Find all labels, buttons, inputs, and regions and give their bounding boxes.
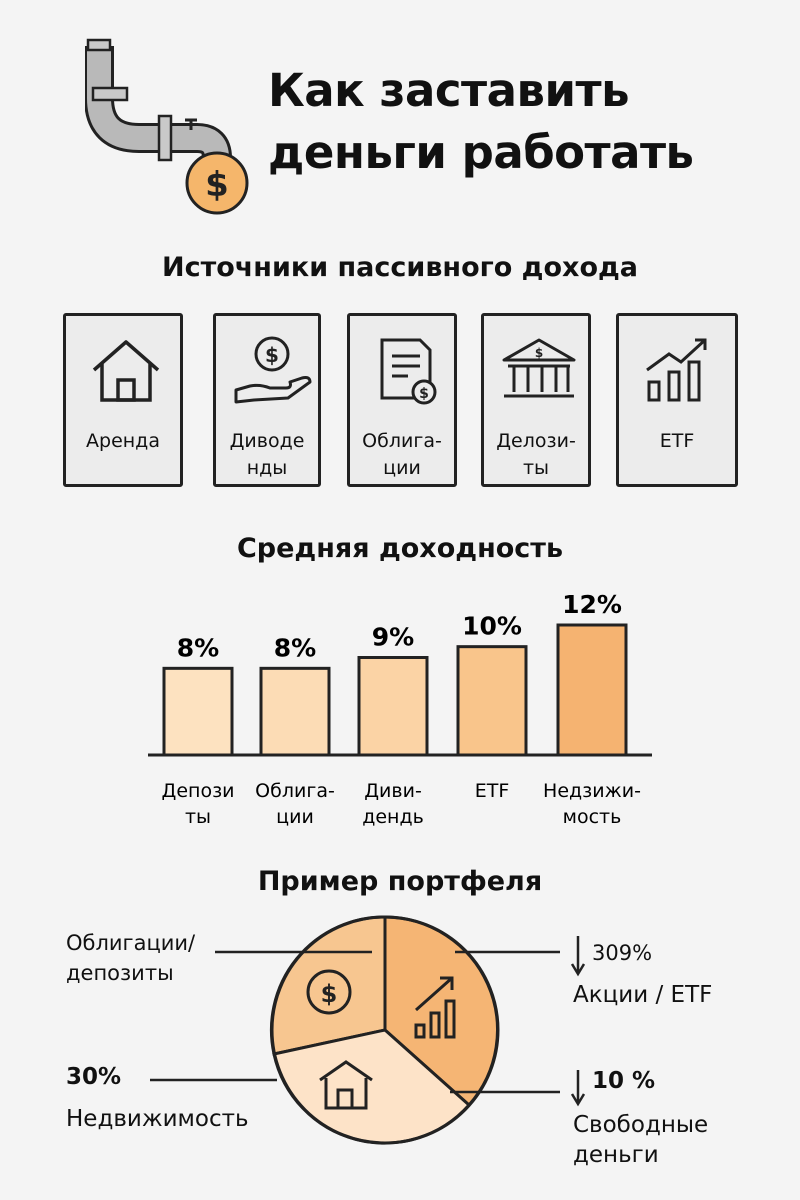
chart-title: Средняя доходность bbox=[236, 533, 564, 564]
category-label: Недзижи- bbox=[543, 780, 641, 802]
hand-coin-icon: $ bbox=[234, 336, 312, 404]
category-label: Облига- bbox=[255, 780, 335, 802]
category-label: Депози bbox=[161, 780, 234, 802]
bar-value-label: 12% bbox=[562, 590, 622, 619]
title-line-1: Как заставить bbox=[268, 64, 630, 117]
source-label: Делози- ты bbox=[496, 430, 576, 479]
bar-value-label: 8% bbox=[177, 633, 219, 662]
svg-text:$: $ bbox=[205, 165, 229, 205]
chart-bar bbox=[556, 623, 628, 757]
source-card-deposits: $ Делози- ты bbox=[481, 313, 591, 487]
source-card-rent: Аренда bbox=[63, 313, 183, 487]
source-label: Диводе нды bbox=[229, 430, 305, 479]
chart-bar bbox=[162, 666, 234, 757]
source-card-dividends: $ Диводе нды bbox=[213, 313, 321, 487]
source-card-bonds: $ Облига- ции bbox=[347, 313, 457, 487]
dollar-coin-icon: $ bbox=[306, 969, 352, 1015]
source-label: ETF bbox=[659, 430, 695, 452]
stocks-pct: 309% bbox=[592, 941, 653, 965]
realestate-label: Недвижимость bbox=[66, 1106, 249, 1132]
svg-text:$: $ bbox=[419, 386, 429, 402]
bank-icon: $ bbox=[502, 338, 576, 398]
growth-chart-icon bbox=[414, 976, 456, 1039]
category-label: ETF bbox=[475, 780, 510, 802]
bar-value-label: 9% bbox=[372, 623, 414, 652]
house-icon bbox=[319, 1060, 373, 1110]
svg-text:$: $ bbox=[535, 346, 543, 360]
cash-label: Свободные деньги bbox=[573, 1112, 709, 1168]
svg-text:$: $ bbox=[265, 343, 279, 367]
pipe-coin-icon: $ bbox=[85, 38, 249, 215]
cash-pct: 10 % bbox=[592, 1068, 656, 1094]
category-label: дендь bbox=[362, 806, 424, 828]
growth-chart-icon bbox=[646, 338, 707, 402]
stocks-label: Акции / ETF bbox=[573, 982, 713, 1008]
house-icon bbox=[92, 340, 160, 402]
sources-title: Источники пассивного дохода bbox=[161, 252, 639, 283]
bar-value-label: 8% bbox=[274, 633, 316, 662]
source-label: Аренда bbox=[86, 430, 160, 452]
category-label: мость bbox=[563, 806, 622, 828]
realestate-pct: 30% bbox=[66, 1064, 122, 1090]
portfolio-title: Пример портфеля bbox=[257, 866, 543, 897]
portfolio-pie-chart: $ bbox=[150, 915, 586, 1145]
bonds-label: Облигации/ депозиты bbox=[66, 931, 196, 985]
title-line-2: деньги работать bbox=[268, 126, 694, 179]
svg-text:$: $ bbox=[321, 980, 338, 1008]
source-card-etf: ETF bbox=[616, 313, 738, 487]
page-title: Как заставить деньги работать bbox=[268, 60, 768, 184]
document-coin-icon: $ bbox=[380, 338, 437, 405]
source-label: Облига- ции bbox=[362, 430, 442, 479]
category-label: Диви- bbox=[364, 780, 422, 802]
down-arrow-icon bbox=[570, 936, 586, 977]
chart-bar bbox=[357, 656, 429, 757]
down-arrow-icon bbox=[570, 1070, 586, 1107]
category-label: ты bbox=[185, 806, 211, 828]
bar-value-label: 10% bbox=[462, 612, 522, 641]
yield-bar-chart: 8% Депози ты 8% Облига-ции 9% Диви-дендь 10% ETF… bbox=[148, 590, 652, 828]
category-label: ции bbox=[276, 806, 314, 828]
chart-bar bbox=[456, 645, 528, 757]
chart-bar bbox=[259, 666, 331, 757]
